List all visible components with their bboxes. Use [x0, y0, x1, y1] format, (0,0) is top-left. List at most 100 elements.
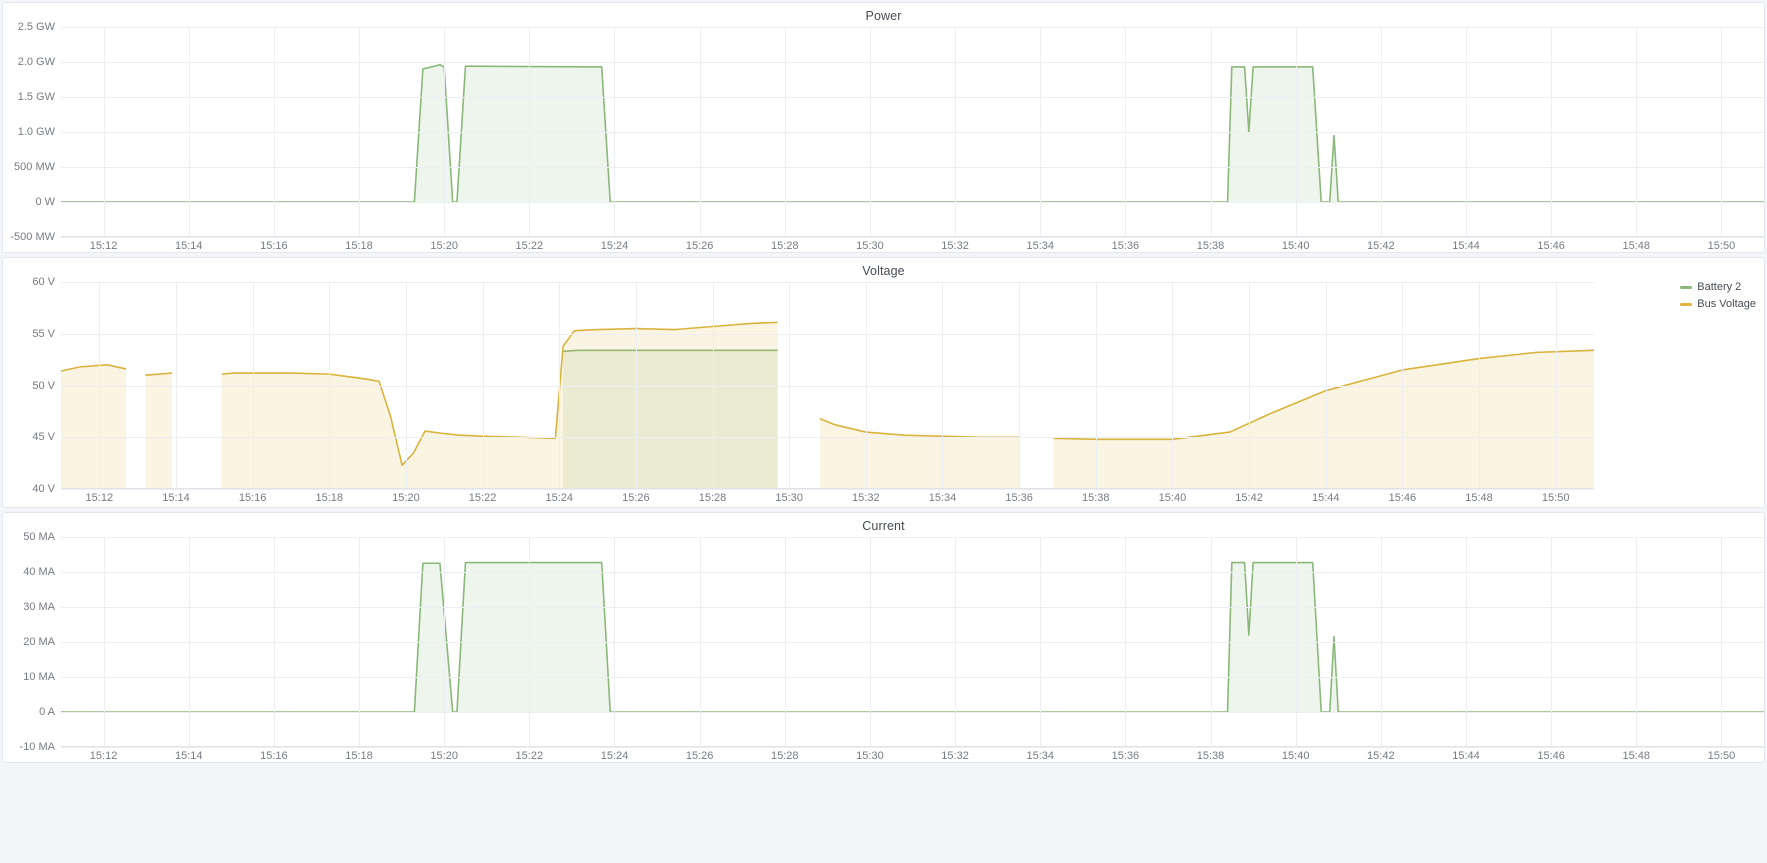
- legend-voltage: Battery 2 Bus Voltage: [1680, 280, 1756, 314]
- grid-line-vertical: [1721, 27, 1723, 237]
- grid-line-vertical: [1125, 27, 1127, 237]
- x-axis-tick-label: 15:18: [345, 240, 373, 252]
- x-axis-tick-label: 15:30: [856, 240, 884, 252]
- series-area-fill: [61, 64, 1764, 202]
- grid-line-vertical: [1019, 282, 1021, 489]
- grid-line-vertical: [1465, 27, 1467, 237]
- x-axis-tick-label: 15:14: [174, 750, 203, 762]
- y-axis-tick-label: 40 MA: [23, 565, 55, 578]
- series-current: [61, 537, 1764, 747]
- x-axis-tick-label: 15:26: [685, 750, 714, 762]
- x-axis-tick-label: 15:26: [685, 240, 714, 252]
- panel-voltage: Voltage Battery 2 Bus Voltage 60 V 55 V 50 …: [2, 257, 1765, 508]
- x-axis-tick-label: 15:28: [771, 240, 799, 252]
- x-axis-tick-label: 15:24: [600, 240, 629, 252]
- y-axis-power: 2.5 GW 2.0 GW 1.5 GW 1.0 GW 500 MW 0 W -500 MW: [3, 21, 61, 243]
- grid-line-vertical: [1479, 282, 1481, 489]
- x-axis-power: 15:12 15:14 15:16 15:18 15:20 15:22 15:24 15:26…: [61, 237, 1764, 252]
- grid-line-horizontal: [61, 202, 1764, 203]
- x-axis-tick-label: 15:16: [260, 750, 288, 762]
- legend-item[interactable]: Battery 2: [1680, 280, 1756, 294]
- panel-title-voltage: Voltage: [862, 264, 905, 278]
- grid-line-vertical: [529, 27, 531, 237]
- x-axis-tick-label: 15:20: [430, 750, 458, 762]
- x-axis-tick-label: 15:48: [1622, 750, 1651, 762]
- panel-power: Power 2.5 GW 2.0 GW 1.5 GW 1.0 GW 500 MW 0 W -…: [2, 2, 1765, 253]
- grid-line-vertical: [1172, 282, 1174, 489]
- grid-line-vertical: [1210, 537, 1212, 747]
- grid-line-vertical: [1551, 537, 1553, 747]
- grid-line-vertical: [942, 282, 944, 489]
- series-area-fill: [819, 418, 1020, 489]
- grid-line-horizontal: [61, 282, 1594, 283]
- axis-baseline: [61, 746, 1764, 747]
- x-axis-tick-label: 15:30: [856, 750, 884, 762]
- grid-line-vertical: [865, 282, 867, 489]
- y-axis-tick-label: 1.5 GW: [17, 90, 55, 103]
- x-axis-tick-label: 15:22: [515, 750, 544, 762]
- y-axis-tick-label: 2.5 GW: [17, 21, 55, 33]
- plot-area-current: 50 MA 40 MA 30 MA 20 MA 10 MA 0 A -10 MA: [3, 531, 1764, 753]
- grid-line-horizontal: [61, 537, 1764, 538]
- grid-line-vertical: [99, 282, 101, 489]
- series-line: [145, 373, 172, 375]
- legend-item-label: Bus Voltage: [1697, 298, 1756, 310]
- grid-line-vertical: [955, 537, 957, 747]
- x-axis-tick-label: 15:16: [238, 492, 267, 504]
- grid-line-vertical: [1295, 27, 1297, 237]
- x-axis-tick-label: 15:50: [1541, 492, 1570, 504]
- plot-area-voltage: 60 V 55 V 50 V 45 V 40 V: [3, 276, 1764, 495]
- grid-line-vertical: [789, 282, 791, 489]
- grid-line-vertical: [699, 27, 701, 237]
- y-axis-tick-label: 45 V: [32, 431, 55, 444]
- grid-line-horizontal: [61, 96, 1764, 98]
- grid-line-vertical: [329, 282, 331, 489]
- y-axis-tick-label: 0 A: [39, 706, 55, 718]
- x-axis-tick-label: 15:42: [1235, 492, 1263, 504]
- grid-line-vertical: [273, 537, 275, 747]
- legend-item[interactable]: Bus Voltage: [1680, 297, 1756, 311]
- grid-line-vertical: [614, 537, 616, 747]
- grid-line-vertical: [1636, 537, 1638, 747]
- grid-line-vertical: [1040, 27, 1042, 237]
- series-area-fill: [145, 373, 173, 489]
- x-axis-tick-label: 15:46: [1388, 492, 1417, 504]
- y-axis-tick-label: 40 V: [32, 483, 55, 495]
- grid-line-horizontal: [61, 333, 1594, 335]
- series-area-fill: [61, 364, 127, 489]
- grid-line-vertical: [482, 282, 484, 489]
- grid-line-horizontal: [61, 132, 1764, 133]
- grid-line-vertical: [614, 27, 616, 237]
- grid-line-vertical: [405, 282, 407, 489]
- y-axis-tick-label: 500 MW: [14, 160, 55, 173]
- x-axis-tick-label: 15:50: [1707, 240, 1736, 252]
- y-axis-tick-label: 10 MA: [23, 670, 55, 683]
- grid-line-vertical: [1325, 282, 1327, 489]
- x-axis-tick-label: 15:44: [1452, 750, 1480, 762]
- x-axis-tick-label: 15:48: [1465, 492, 1493, 504]
- x-axis-tick-label: 15:12: [89, 750, 118, 762]
- grid-line-vertical: [1551, 27, 1553, 237]
- x-axis-tick-label: 15:34: [1026, 240, 1054, 252]
- x-axis-tick-label: 15:50: [1707, 750, 1736, 762]
- x-axis-tick-label: 15:38: [1196, 240, 1225, 252]
- grid-line-vertical: [103, 27, 105, 237]
- x-axis-tick-label: 15:14: [162, 492, 190, 504]
- series-area-fill: [563, 350, 778, 489]
- grid-line-horizontal: [61, 237, 1764, 238]
- grid-line-vertical: [1210, 27, 1212, 237]
- x-axis-tick-label: 15:34: [1026, 750, 1054, 762]
- x-axis-tick-label: 15:34: [928, 492, 957, 504]
- x-axis-tick-label: 15:36: [1005, 492, 1033, 504]
- x-axis-tick-label: 15:32: [941, 240, 969, 252]
- x-axis-tick-label: 15:46: [1537, 750, 1565, 762]
- y-axis-voltage: 60 V 55 V 50 V 45 V 40 V: [3, 276, 61, 495]
- grid-line-horizontal: [61, 747, 1764, 748]
- grid-line-vertical: [1555, 282, 1557, 489]
- x-axis-tick-label: 15:18: [345, 750, 373, 762]
- grid-line-vertical: [955, 27, 957, 237]
- x-axis-tick-label: 15:36: [1111, 240, 1140, 252]
- y-axis-tick-label: 30 MA: [23, 600, 55, 613]
- x-axis-tick-label: 15:28: [771, 750, 799, 762]
